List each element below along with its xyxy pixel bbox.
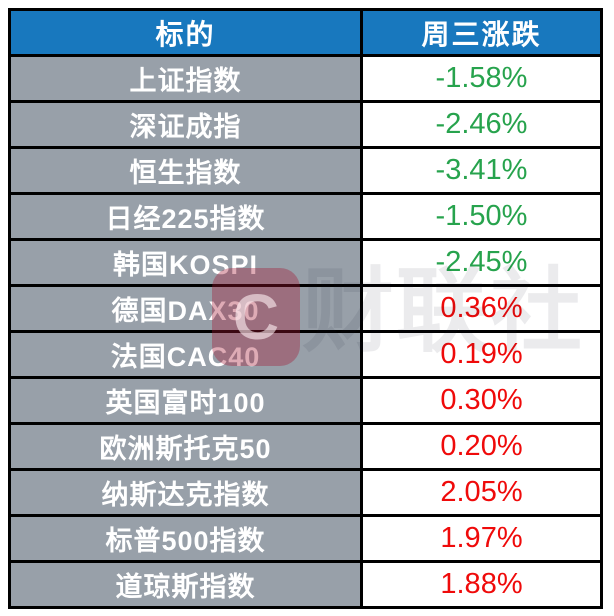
- index-change-value: 0.30%: [360, 376, 603, 425]
- table-row: 德国DAX30 0.36%: [8, 284, 603, 333]
- index-name: 欧洲斯托克50: [8, 422, 363, 471]
- index-change-value: 1.97%: [360, 514, 603, 563]
- table-row: 法国CAC40 0.19%: [8, 330, 603, 379]
- table-row: 上证指数 -1.58%: [8, 54, 603, 103]
- table-row: 英国富时100 0.30%: [8, 376, 603, 425]
- index-name: 深证成指: [8, 100, 363, 149]
- column-header-target: 标的: [8, 8, 363, 57]
- table-row: 深证成指 -2.46%: [8, 100, 603, 149]
- index-change-value: 0.19%: [360, 330, 603, 379]
- index-name: 英国富时100: [8, 376, 363, 425]
- table-header-row: 标的 周三涨跌: [8, 8, 603, 57]
- table-row: 韩国KOSPI -2.45%: [8, 238, 603, 287]
- table-row: 欧洲斯托克50 0.20%: [8, 422, 603, 471]
- index-name: 恒生指数: [8, 146, 363, 195]
- index-change-value: 2.05%: [360, 468, 603, 517]
- index-name: 标普500指数: [8, 514, 363, 563]
- index-change-table: 标的 周三涨跌 上证指数 -1.58% 深证成指 -2.46% 恒生指数 -3.…: [8, 8, 603, 609]
- table-row: 道琼斯指数 1.88%: [8, 560, 603, 609]
- index-name: 日经225指数: [8, 192, 363, 241]
- table-row: 纳斯达克指数 2.05%: [8, 468, 603, 517]
- index-change-value: 1.88%: [360, 560, 603, 609]
- index-name: 纳斯达克指数: [8, 468, 363, 517]
- index-name: 德国DAX30: [8, 284, 363, 333]
- index-change-value: 0.36%: [360, 284, 603, 333]
- column-header-change: 周三涨跌: [360, 8, 603, 57]
- index-name: 韩国KOSPI: [8, 238, 363, 287]
- index-name: 道琼斯指数: [8, 560, 363, 609]
- index-change-value: 0.20%: [360, 422, 603, 471]
- table-row: 日经225指数 -1.50%: [8, 192, 603, 241]
- index-change-value: -1.58%: [360, 54, 603, 103]
- table-row: 标普500指数 1.97%: [8, 514, 603, 563]
- index-change-value: -2.45%: [360, 238, 603, 287]
- index-change-value: -3.41%: [360, 146, 603, 195]
- table-row: 恒生指数 -3.41%: [8, 146, 603, 195]
- index-name: 上证指数: [8, 54, 363, 103]
- index-change-value: -1.50%: [360, 192, 603, 241]
- index-change-value: -2.46%: [360, 100, 603, 149]
- index-name: 法国CAC40: [8, 330, 363, 379]
